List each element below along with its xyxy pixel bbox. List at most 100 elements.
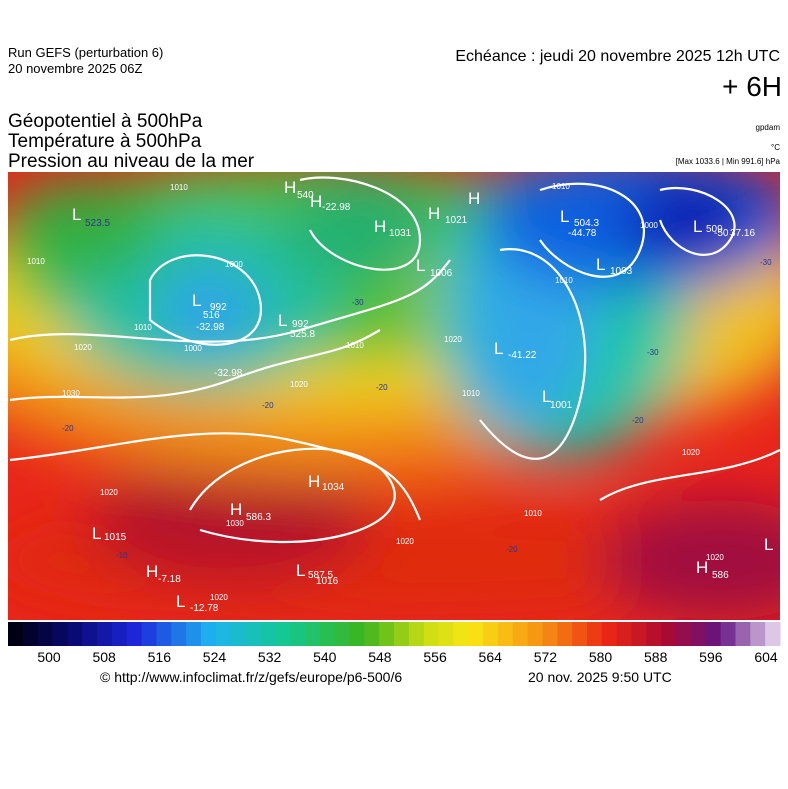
- run-date: 20 novembre 2025 06Z: [8, 61, 142, 76]
- colorbar-swatch: [527, 622, 543, 646]
- map-label: L: [278, 311, 287, 330]
- map-field: [8, 172, 780, 620]
- map-label: -20: [62, 424, 74, 433]
- map-label: 587.5: [308, 570, 333, 581]
- colorbar-tick-label: 540: [313, 649, 337, 665]
- map-label: 1010: [27, 257, 45, 266]
- map-label: 504.3: [574, 218, 599, 229]
- map-label: 992: [210, 302, 227, 313]
- map-label: 1015: [104, 532, 127, 543]
- map-label: -44.78: [568, 228, 597, 239]
- map-label: H: [468, 189, 480, 208]
- colorbar-tick-label: 596: [699, 649, 723, 665]
- colorbar-swatch: [141, 622, 157, 646]
- map-label: 37.16: [730, 228, 755, 239]
- map-label: L: [542, 387, 551, 406]
- map-label: -30: [760, 258, 772, 267]
- colorbar-swatch: [483, 622, 499, 646]
- title: Pression au niveau de la mer: [8, 151, 255, 172]
- colorbar-swatch: [601, 622, 618, 646]
- colorbar-swatch: [37, 622, 54, 646]
- colorbar-swatch: [22, 622, 39, 646]
- map-label: -12.78: [190, 603, 219, 614]
- colorbar-swatch: [52, 622, 68, 646]
- colorbar-swatch: [497, 622, 514, 646]
- map-label: L: [560, 207, 569, 226]
- colorbar-swatch: [156, 622, 172, 646]
- colorbar-swatch: [735, 622, 751, 646]
- colorbar-swatch: [186, 622, 202, 646]
- map-label: 1020: [74, 343, 92, 352]
- map-label: 516: [203, 310, 220, 321]
- colorbar-swatch: [8, 622, 24, 646]
- colorbar-swatch: [82, 622, 98, 646]
- colorbar-tick-label: 572: [534, 649, 558, 665]
- unit: gpdam: [756, 123, 781, 132]
- colorbar-swatch: [453, 622, 469, 646]
- title: Géopotentiel à 500hPa: [8, 111, 203, 132]
- colorbar-swatch: [750, 622, 766, 646]
- colorbar-swatch: [334, 622, 350, 646]
- map-label: 586: [712, 570, 729, 581]
- map-label: 1010: [170, 183, 188, 192]
- colorbar-swatch: [587, 622, 603, 646]
- colorbar-swatch: [201, 622, 217, 646]
- colorbar-swatch: [290, 622, 306, 646]
- colorbar-tick-label: 500: [37, 649, 61, 665]
- colorbar-swatch: [126, 622, 143, 646]
- colorbar-swatch: [230, 622, 247, 646]
- map-label: 1010: [552, 182, 570, 191]
- colorbar-tick-label: 516: [148, 649, 172, 665]
- map-label: 1020: [290, 380, 308, 389]
- colorbar-swatch: [676, 622, 692, 646]
- map-label: 1003: [610, 266, 633, 277]
- colorbar-swatch: [260, 622, 276, 646]
- colorbar-swatch: [438, 622, 454, 646]
- colorbar-tick-label: 548: [368, 649, 392, 665]
- unit: [Max 1033.6 | Min 991.6] hPa: [676, 157, 781, 166]
- colorbar-tick-label: 524: [203, 649, 227, 665]
- map-label: 525.8: [290, 329, 315, 340]
- colorbar-swatch: [245, 622, 261, 646]
- map-label: 1020: [444, 335, 462, 344]
- map-label: -20: [506, 545, 518, 554]
- map-label: 1020: [706, 553, 724, 562]
- map-label: 1010: [524, 509, 542, 518]
- map-label: H: [310, 192, 322, 211]
- colorbar-swatch: [646, 622, 662, 646]
- colorbar-swatch: [111, 622, 128, 646]
- colorbar-swatch: [690, 622, 707, 646]
- map-label: L: [416, 256, 425, 275]
- map-label: 992: [292, 319, 309, 330]
- timestamp: 20 nov. 2025 9:50 UTC: [528, 669, 672, 685]
- map-label: 509: [706, 224, 723, 235]
- map-label: 1000: [184, 344, 202, 353]
- map-label: L: [176, 592, 185, 611]
- map-label: -30: [647, 348, 659, 357]
- colorbar-swatch: [423, 622, 440, 646]
- colorbar-swatch: [304, 622, 321, 646]
- map-label: -41.22: [508, 350, 537, 361]
- map-label: H: [428, 204, 440, 223]
- echeance: Echéance : jeudi 20 novembre 2025 12h UT…: [455, 48, 780, 65]
- map-label: H: [230, 500, 242, 519]
- map-label: 540: [297, 190, 314, 201]
- colorbar-tick-label: 588: [644, 649, 668, 665]
- map-label: -22.98: [322, 202, 351, 213]
- map-label: L: [192, 291, 201, 310]
- colorbar-swatch: [364, 622, 380, 646]
- map-label: L: [296, 561, 305, 580]
- map-label: -32.98: [214, 368, 243, 379]
- map-label: 1000: [640, 221, 658, 230]
- colorbar-swatch: [512, 622, 529, 646]
- map-label: -10: [116, 551, 128, 560]
- colorbar-swatch: [661, 622, 677, 646]
- map-label: -20: [376, 383, 388, 392]
- map-label: 1031: [389, 228, 412, 239]
- map-label: 586.3: [246, 512, 271, 523]
- lead-time: + 6H: [722, 71, 782, 102]
- colorbar-swatch: [215, 622, 232, 646]
- colorbar-swatch: [542, 622, 558, 646]
